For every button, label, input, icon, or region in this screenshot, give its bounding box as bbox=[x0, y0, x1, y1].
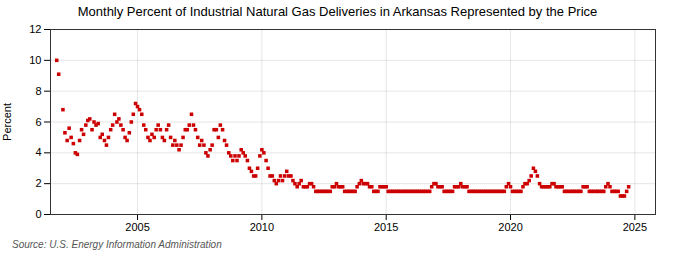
svg-text:10: 10 bbox=[29, 54, 41, 66]
svg-text:2015: 2015 bbox=[374, 221, 398, 233]
svg-text:6: 6 bbox=[35, 116, 41, 128]
svg-text:2005: 2005 bbox=[125, 221, 149, 233]
svg-text:2020: 2020 bbox=[498, 221, 522, 233]
svg-text:0: 0 bbox=[35, 208, 41, 220]
svg-text:2: 2 bbox=[35, 177, 41, 189]
svg-text:4: 4 bbox=[35, 146, 41, 158]
svg-text:8: 8 bbox=[35, 85, 41, 97]
svg-text:12: 12 bbox=[29, 23, 41, 35]
svg-text:Percent: Percent bbox=[1, 103, 13, 141]
svg-text:2025: 2025 bbox=[623, 221, 647, 233]
svg-text:2010: 2010 bbox=[250, 221, 274, 233]
html-text:Monthly Percent of Industrial: Monthly Percent of Industrial Natural Ga… bbox=[77, 4, 598, 19]
html-text:Source: U.S. Energy Informatio: Source: U.S. Energy Information Administ… bbox=[12, 239, 222, 250]
